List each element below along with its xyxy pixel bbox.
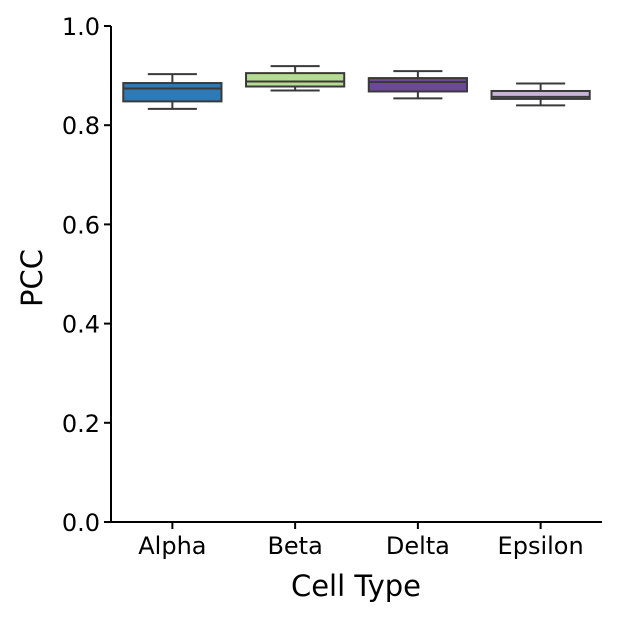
y-axis-ticks: 0.0 0.2 0.4 0.6 0.8 1.0 <box>62 13 111 537</box>
box-beta <box>245 65 346 92</box>
y-tick-label: 0.6 <box>62 211 100 239</box>
box-delta <box>367 70 468 100</box>
y-tick-label: 0.0 <box>62 509 100 537</box>
y-tick-label: 0.2 <box>62 410 100 438</box>
x-tick-label: Alpha <box>138 532 206 560</box>
x-tick-label: Beta <box>267 532 322 560</box>
y-tick-label: 1.0 <box>62 13 100 41</box>
box-epsilon <box>490 82 591 107</box>
box-alpha <box>122 73 223 110</box>
y-axis-title: PCC <box>15 249 49 307</box>
x-tick-label: Delta <box>386 532 450 560</box>
box-iqr <box>122 82 223 103</box>
box-series <box>122 65 591 110</box>
y-tick-label: 0.4 <box>62 311 100 339</box>
y-tick-label: 0.8 <box>62 112 100 140</box>
x-axis-title: Cell Type <box>291 569 421 603</box>
box-iqr <box>245 72 346 88</box>
x-axis-ticks: Alpha Beta Delta Epsilon <box>138 522 584 560</box>
box-iqr <box>367 77 468 93</box>
box-iqr <box>490 89 591 100</box>
x-tick-label: Epsilon <box>498 532 584 560</box>
